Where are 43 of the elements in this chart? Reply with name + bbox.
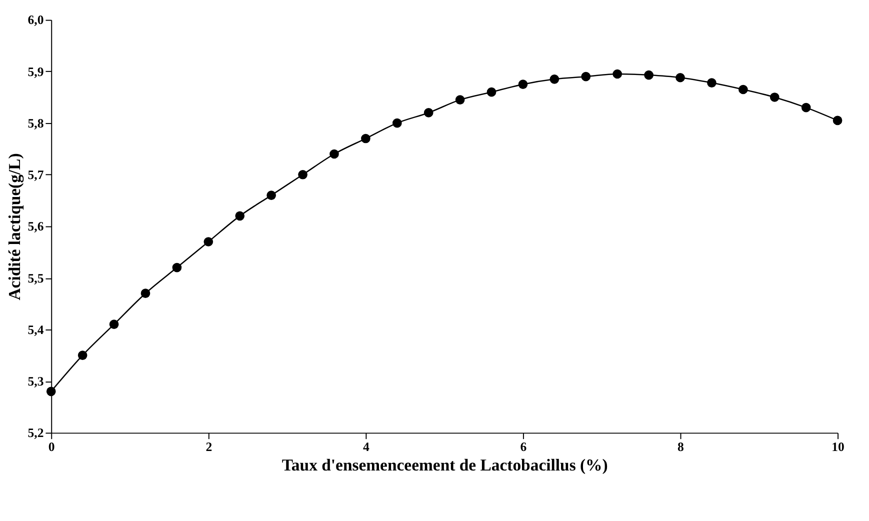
x-tick-label: 10	[832, 440, 844, 454]
point	[298, 170, 308, 180]
point	[644, 70, 654, 80]
point	[832, 116, 842, 126]
point	[550, 74, 560, 84]
y-tick-label: 5,4	[28, 322, 44, 337]
y-tick-label: 5,5	[28, 271, 44, 286]
point	[486, 87, 496, 97]
x-tick-label: 8	[678, 440, 684, 454]
point	[424, 108, 434, 118]
point	[581, 72, 591, 82]
point	[172, 262, 182, 272]
point	[235, 211, 245, 221]
x-tick-label: 0	[48, 440, 55, 454]
x-axis-title: Taux d'ensemenceement de Lactobacillus (%)	[282, 456, 608, 475]
point	[109, 320, 119, 329]
point	[140, 288, 150, 298]
point	[707, 78, 716, 88]
x-tick-label: 6	[520, 440, 528, 454]
y-tick-label: 5,6	[28, 220, 44, 234]
point	[46, 386, 56, 396]
y-tick-label: 5,8	[28, 116, 44, 130]
x-tick-label: 4	[362, 440, 370, 454]
point	[801, 102, 811, 112]
y-tick-label: 5,7	[28, 168, 44, 182]
point	[204, 237, 214, 246]
point	[738, 84, 748, 94]
x-tick-label: 2	[206, 440, 212, 454]
point	[455, 95, 465, 104]
point	[266, 190, 276, 200]
point	[78, 350, 88, 360]
y-tick-label: 5,3	[28, 374, 44, 389]
point	[392, 118, 402, 128]
point	[330, 149, 339, 159]
y-tick-label: 5,9	[28, 64, 44, 79]
point	[676, 72, 685, 82]
point	[770, 92, 780, 102]
y-tick-label: 5,2	[28, 426, 44, 440]
y-axis-title: Acidité lactique(g/L)	[4, 153, 24, 300]
point	[612, 69, 622, 79]
point	[361, 134, 370, 144]
point	[518, 80, 528, 89]
y-tick-label: 6,0	[28, 13, 44, 28]
